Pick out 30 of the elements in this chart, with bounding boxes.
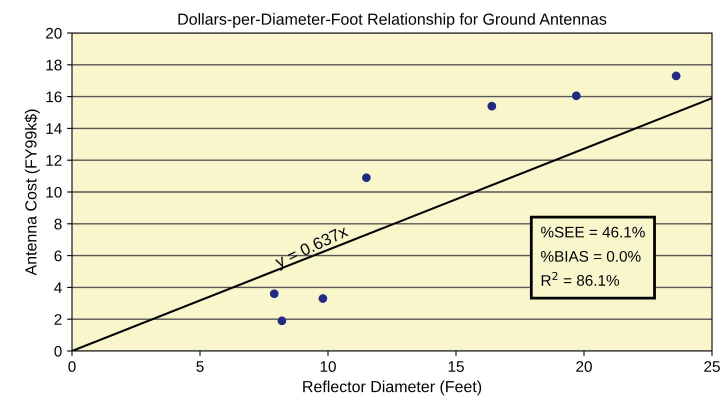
chart-title: Dollars-per-Diameter-Foot Relationship for Ground Antennas xyxy=(178,13,606,28)
x-tick-label: 10 xyxy=(320,361,336,372)
y-tick-label: 12 xyxy=(46,155,62,166)
y-tick-label: 0 xyxy=(54,346,62,357)
annotation: %SEE = 46.1% xyxy=(541,226,645,238)
x-tick-label: 25 xyxy=(704,361,720,372)
x-axis-title: Reflector Diameter (Feet) xyxy=(303,380,482,396)
y-tick-label: 6 xyxy=(54,250,62,262)
y-tick-label: 18 xyxy=(46,60,62,70)
annotation: %BIAS = 0.0% xyxy=(541,250,641,262)
x-tick-label: 5 xyxy=(196,361,204,372)
point xyxy=(318,294,328,303)
x-tick-label: 20 xyxy=(576,361,592,372)
annotation: R$^{2}$ = 86.1% xyxy=(542,272,620,286)
point xyxy=(278,316,286,326)
point xyxy=(270,289,279,298)
y-axis-title: Antenna Cost (FY99k$) xyxy=(24,110,40,276)
point xyxy=(487,102,496,111)
y-tick-label: 14 xyxy=(46,123,62,134)
point xyxy=(362,173,371,182)
y-tick-label: 4 xyxy=(54,282,62,293)
y-tick-label: 10 xyxy=(46,186,62,198)
y-tick-label: 8 xyxy=(54,218,62,230)
y-tick-label: 20 xyxy=(46,28,62,39)
point xyxy=(572,91,581,100)
y-tick-label: 2 xyxy=(54,314,62,325)
x-tick-label: 15 xyxy=(448,361,464,372)
point xyxy=(672,72,681,80)
y-tick-label: 16 xyxy=(46,91,62,102)
x-tick-label: 0 xyxy=(68,361,76,372)
